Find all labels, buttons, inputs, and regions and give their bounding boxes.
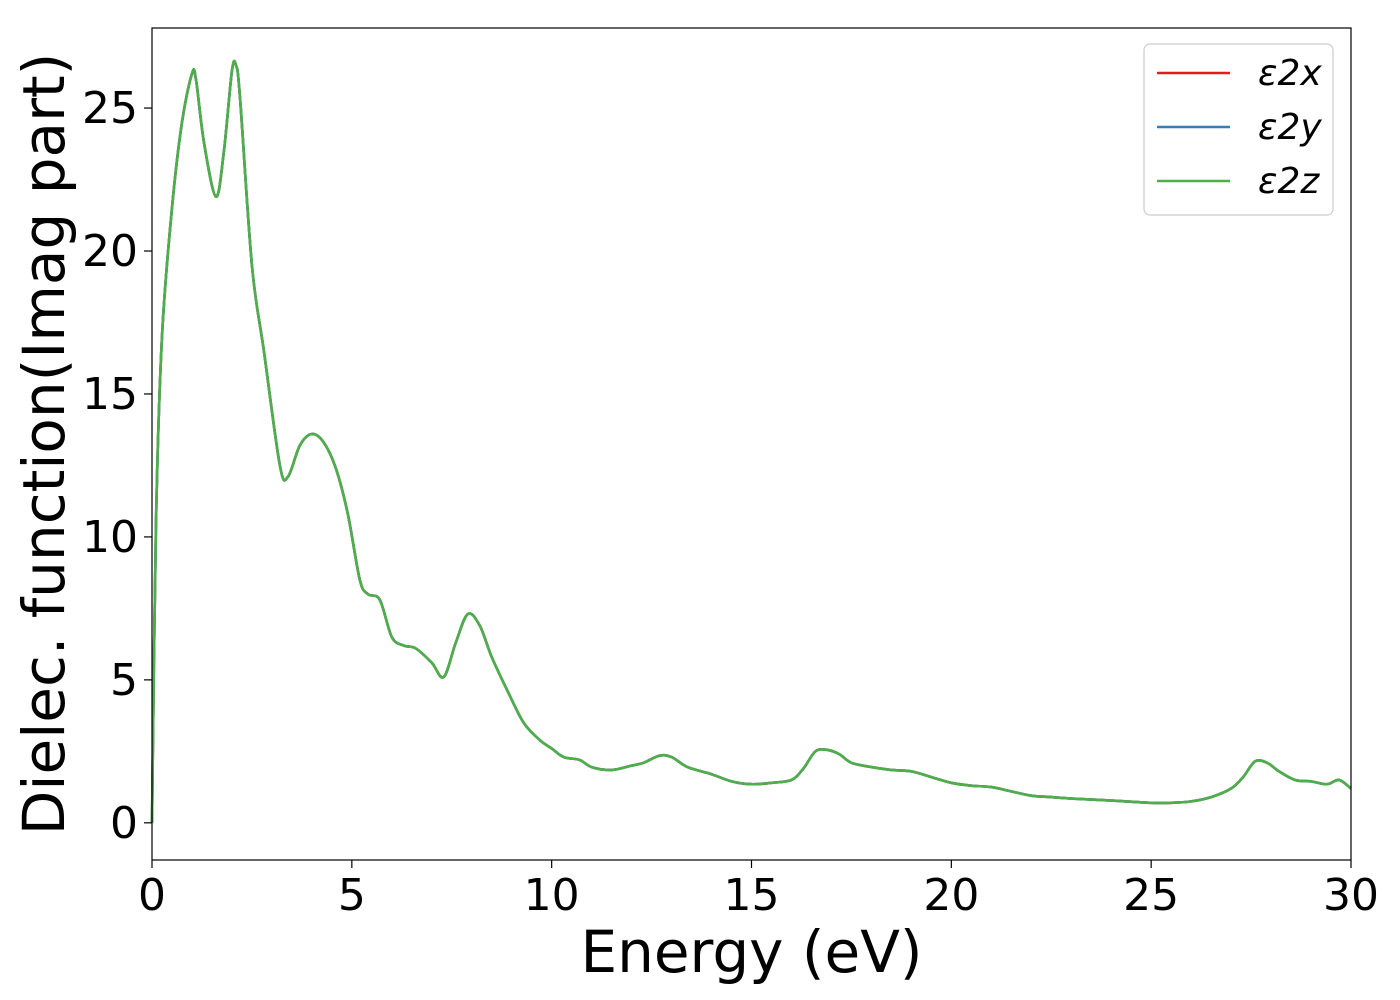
y-axis-label: Dielec. function(Imag part) [10,53,78,836]
legend: ε2x ε2y ε2z [1143,43,1334,216]
x-tick-label: 10 [524,870,580,921]
x-tick-label: 20 [923,870,979,921]
x-tick-label: 0 [138,870,166,921]
x-tick-label: 15 [724,870,780,921]
legend-box [1143,43,1334,216]
x-axis: 0 5 10 15 20 25 30 [138,860,1379,921]
legend-label: ε2y [1258,107,1322,148]
legend-label: ε2x [1258,53,1322,94]
y-tick-label: 20 [82,226,138,277]
y-tick-label: 5 [110,655,138,706]
series-layer [150,59,1352,823]
y-axis: 0 5 10 15 20 25 [82,83,152,849]
legend-label: ε2z [1258,161,1320,202]
x-axis-label: Energy (eV) [580,918,922,986]
y-tick-label: 0 [110,798,138,849]
y-tick-label: 25 [82,83,138,134]
x-tick-label: 30 [1323,870,1379,921]
y-tick-label: 15 [82,369,138,420]
x-tick-label: 5 [338,870,366,921]
y-tick-label: 10 [82,512,138,563]
series-line-3 [150,59,1352,823]
x-tick-label: 25 [1123,870,1179,921]
